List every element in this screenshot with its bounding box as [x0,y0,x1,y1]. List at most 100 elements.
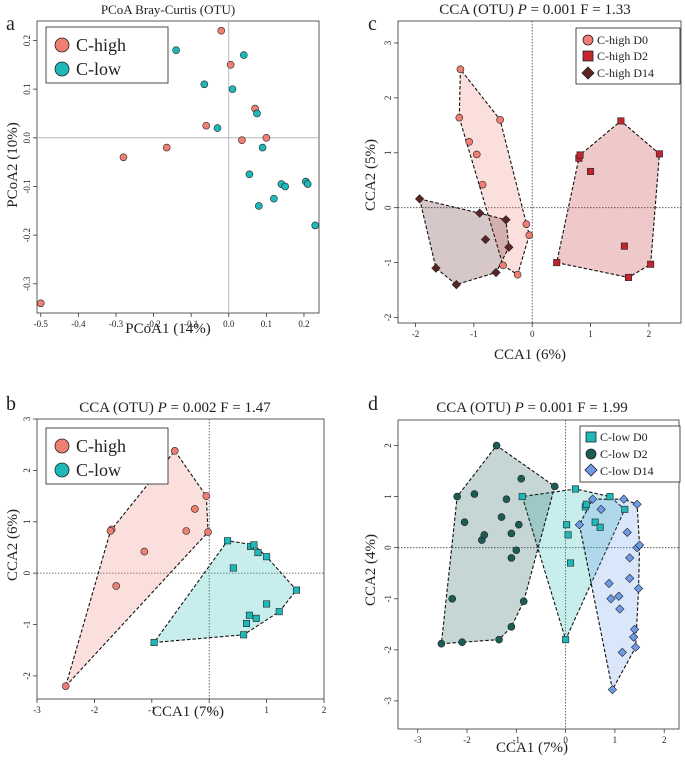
panel-d-title-suffix: = 0.001 F = 1.99 [524,400,628,416]
panel-d-xtick-label: 0 [563,735,568,745]
panel-c-legend-label-d0: C-high D0 [597,33,648,47]
panel-b: b CCA (OTU) P = 0.002 F = 1.47 CCA1 (7%)… [5,393,326,720]
panel-d-point-c-low-d0 [563,521,571,529]
panel-b-point-c-high [204,528,212,536]
panel-d-point-c-low-d0 [571,485,579,493]
panel-d-point-c-low-d14 [604,578,614,589]
panel-d-legend-label-d14: C-low D14 [600,464,654,478]
panel-d-point-c-low-d0 [606,493,614,501]
panel-c-ytick-label: 1 [383,151,393,156]
panel-d-point-c-low-d0 [562,636,570,644]
panel-d-ylabel: CCA2 (4%) [363,534,379,606]
panel-d-xtick-label: -1 [513,735,521,745]
panel-a-point-c-low [258,143,267,152]
panel-b-point-c-high [112,582,121,590]
panel-a-xtick-label: -0.4 [71,319,86,329]
panel-a-point-c-low [172,46,180,55]
panel-a: a PCoA Bray-Curtis (OTU) PCoA1 (14%) PCo… [5,2,320,337]
panel-c-point-c-high-d14 [491,267,501,278]
panel-b-ytick-label: 2 [22,468,32,473]
panel-d-point-c-low-d2 [458,638,466,646]
panel-a-xtick-label: 0.2 [298,319,309,329]
panel-c-legend-marker-d2 [582,50,594,62]
panel-b-ytick-label: 1 [22,520,32,525]
panel-b-xtick-label: -3 [33,705,41,715]
panel-d-point-c-low-d2 [492,441,501,450]
panel-d-legend-marker-d2 [585,448,597,460]
panel-c-xtick-label: 0 [530,329,535,339]
panel-c-ytick-label: 3 [383,40,393,45]
panel-b-point-c-low [229,564,237,572]
panel-d-point-c-low-d0 [518,493,526,501]
panel-d-legend-label-d0: C-low D0 [600,430,648,444]
panel-c-point-c-high-d14 [504,242,514,252]
panel-b-title-prefix: CCA (OTU) [79,400,157,416]
panel-a-point-c-low [270,194,278,203]
panel-a-point-c-low [281,182,289,191]
panel-d-label: d [368,393,378,415]
panel-b-point-c-high [140,547,149,556]
panel-d-title-p: P [514,400,524,416]
panel-c-point-c-high-d2 [587,167,595,175]
panel-a-ytick-label: -0.1 [22,179,32,193]
panel-b-ylabel: CCA2 (6%) [5,509,21,581]
panel-c-legend-label-d2: C-high D2 [597,49,648,63]
panel-c-point-c-high-d0 [455,113,464,122]
panel-d-xtick-label: 1 [613,735,618,745]
panel-a-xtick-label: -0.1 [184,319,198,329]
panel-d-point-c-low-d14 [588,494,598,504]
panel-a-label: a [6,13,15,35]
panel-d-point-c-low-d2 [470,490,479,498]
panel-b-xtick-label: 2 [322,705,327,715]
panel-a-xtick-label: 0.0 [223,319,235,329]
panel-b-point-c-low [263,553,271,561]
panel-c-legend-marker-d0 [582,34,594,46]
panel-c-point-c-high-d0 [478,180,487,189]
panel-c-title-suffix: = 0.001 F = 1.33 [527,2,631,18]
panel-b-label: b [6,393,16,415]
panel-a-frame [36,20,320,314]
panel-d-legend-marker-d0 [585,431,597,443]
panel-c-point-c-high-d2 [624,273,632,281]
panel-a-point-c-high [226,61,235,69]
panel-d-point-c-low-d2 [519,597,528,606]
panel-a-point-c-high [238,136,246,145]
panel-a-point-c-low [213,124,222,132]
panel-b-point-c-high [191,505,199,513]
panel-d-point-c-low-d2 [512,546,521,555]
panel-d-ytick-label: -2 [383,646,393,654]
panel-d-point-c-low-d14 [632,499,642,509]
panel-a-legend-label-clow: C-low [76,59,121,79]
panel-a-ytick-label: 0.2 [22,35,32,46]
panel-b-point-c-low [292,586,300,594]
panel-a-legend-marker-clow [54,61,70,77]
panel-c-point-c-high-d0 [513,270,522,279]
panel-c-point-c-high-d0 [472,150,481,159]
panel-c-point-c-high-d2 [620,242,628,250]
panel-b-frame [36,418,325,700]
panel-d-point-c-low-d14 [574,520,585,530]
panel-a-point-c-high [36,299,45,308]
panel-b-point-c-low [245,611,253,619]
panel-d-point-c-low-d0 [582,500,590,508]
panel-d-point-c-low-d0 [564,531,572,539]
panel-d-frame [397,419,680,730]
panel-c: c CCA (OTU) P = 0.001 F = 1.33 CCA1 (6%)… [363,2,682,363]
panel-d-point-c-low-d14 [617,647,627,658]
panel-c-legend-label-d14: C-high D14 [597,66,654,80]
panel-c-xlabel: CCA1 (6%) [494,347,566,363]
panel-c-frame [397,20,682,324]
panel-c-legend: C-high D0 C-high D2 C-high D14 [575,27,681,85]
panel-d-plot: -3 -2 -1 0 1 2 -3 -2 -1 0 1 2 [383,419,680,745]
panel-c-point-c-high-d2 [647,260,655,268]
panel-a-point-c-low [303,180,312,188]
panel-d-legend: C-low D0 C-low D2 C-low D14 [579,425,681,483]
panel-d-legend-label-d2: C-low D2 [600,447,648,461]
panel-b-legend-marker-chigh [54,438,70,454]
panel-b-point-c-low [254,549,262,557]
panel-b-title: CCA (OTU) P = 0.002 F = 1.47 [79,400,271,416]
panel-d-point-c-low-d14 [625,553,635,563]
panel-c-label: c [368,13,377,35]
panel-d-xtick-label: 2 [662,735,667,745]
panel-d-legend-box [579,425,681,483]
